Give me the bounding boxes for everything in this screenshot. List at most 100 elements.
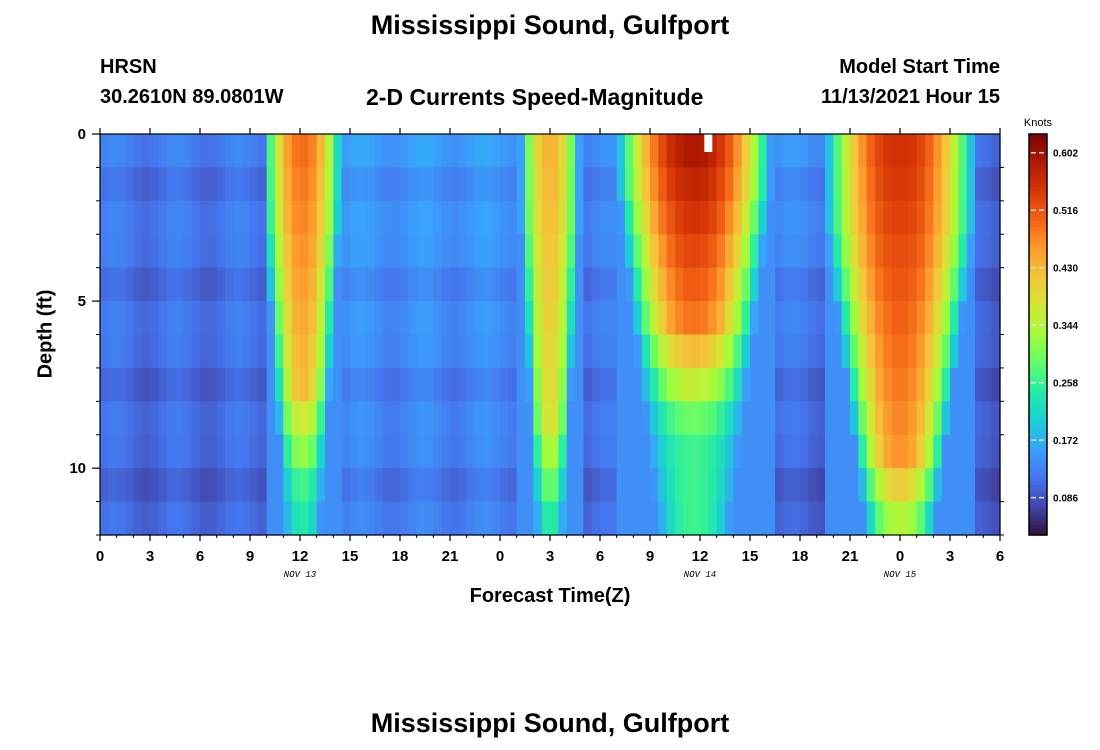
- heatmap-cell: [466, 167, 476, 202]
- heatmap-cell: [183, 234, 193, 269]
- heatmap-cell: [725, 501, 734, 536]
- heatmap-cell: [316, 200, 326, 235]
- heatmap-cell: [508, 134, 518, 169]
- heatmap-cell: [350, 167, 359, 202]
- heatmap-cell: [233, 434, 243, 469]
- heatmap-cell: [875, 501, 884, 536]
- heatmap-cell: [966, 134, 976, 169]
- heatmap-cell: [225, 301, 234, 336]
- heatmap-cell: [833, 200, 843, 235]
- heatmap-cell: [741, 200, 751, 235]
- heatmap-cell: [366, 501, 376, 536]
- heatmap-cell: [591, 367, 601, 402]
- heatmap-cell: [750, 301, 759, 336]
- heatmap-cell: [466, 234, 476, 269]
- heatmap-cell: [475, 401, 484, 436]
- colorbar-segment: [1029, 150, 1047, 155]
- heatmap-cell: [725, 468, 734, 503]
- y-tick-label: 10: [69, 460, 86, 477]
- heatmap-cell: [133, 367, 143, 402]
- heatmap-cell: [733, 401, 743, 436]
- heatmap-cell: [650, 401, 659, 436]
- heatmap-cell: [975, 367, 984, 402]
- heatmap-cell: [941, 167, 951, 202]
- heatmap-cell: [750, 367, 759, 402]
- heatmap-cell: [983, 434, 993, 469]
- colorbar-segment: [1029, 478, 1047, 483]
- heatmap-cell: [508, 501, 518, 536]
- heatmap-cell: [308, 468, 318, 503]
- colorbar-segment: [1029, 434, 1047, 439]
- heatmap-cell: [541, 234, 551, 269]
- heatmap-cell: [533, 434, 543, 469]
- heatmap-cell: [758, 167, 768, 202]
- heatmap-cell: [825, 134, 834, 169]
- heatmap-cell: [708, 134, 718, 169]
- heatmap-cell: [925, 401, 934, 436]
- heatmap-cell: [683, 134, 693, 169]
- heatmap-cell: [400, 434, 409, 469]
- heatmap-cell: [766, 501, 776, 536]
- heatmap-cell: [791, 134, 801, 169]
- heatmap-cell: [108, 468, 118, 503]
- heatmap-cell: [825, 234, 834, 269]
- heatmap-cell: [766, 434, 776, 469]
- heatmap-cell: [341, 501, 351, 536]
- heatmap-cell: [275, 501, 284, 536]
- colorbar: Knots 0.602 0.516 0.430 0.344 0.258 0.172 0.086: [1024, 117, 1078, 536]
- heatmap-cell: [741, 501, 751, 536]
- heatmap-cell: [941, 367, 951, 402]
- colorbar-segment: [1029, 474, 1047, 479]
- colorbar-segment: [1029, 177, 1047, 182]
- heatmap-cell: [233, 334, 243, 369]
- heatmap-cell: [250, 501, 259, 536]
- heatmap-cell: [575, 267, 584, 302]
- heatmap-cell: [150, 334, 159, 369]
- heatmap-cell: [191, 434, 201, 469]
- heatmap-cell: [141, 334, 151, 369]
- heatmap-cell: [333, 167, 343, 202]
- colorbar-segment: [1029, 260, 1047, 265]
- heatmap-cell: [625, 200, 634, 235]
- heatmap-cell: [983, 200, 993, 235]
- heatmap-cell: [291, 134, 301, 169]
- heatmap-cell: [116, 167, 126, 202]
- colorbar-segment: [1029, 408, 1047, 412]
- heatmap-cell: [191, 501, 201, 536]
- heatmap-cell: [708, 367, 718, 402]
- heatmap-cell: [533, 267, 543, 302]
- heatmap-cell: [558, 200, 568, 235]
- heatmap-cell: [650, 468, 659, 503]
- heatmap-cell: [783, 234, 793, 269]
- heatmap-cell: [625, 167, 634, 202]
- heatmap-cell: [700, 200, 709, 235]
- heatmap-cell: [275, 167, 284, 202]
- heatmap-cell: [233, 468, 243, 503]
- heatmap-cell: [433, 401, 443, 436]
- heatmap-cell: [200, 334, 209, 369]
- colorbar-tick-label: 0.430: [1053, 264, 1078, 275]
- heatmap-cell: [300, 367, 309, 402]
- heatmap-cell: [366, 200, 376, 235]
- heatmap-cell: [416, 167, 426, 202]
- heatmap-cell: [600, 401, 609, 436]
- heatmap-cell: [883, 501, 893, 536]
- x-tick-label: 6: [596, 548, 604, 565]
- heatmap-cell: [375, 267, 384, 302]
- heatmap-cell: [933, 434, 943, 469]
- colorbar-segment: [1029, 301, 1047, 306]
- heatmap-cell: [633, 401, 643, 436]
- heatmap-cell: [608, 167, 618, 202]
- colorbar-segment: [1029, 351, 1047, 356]
- heatmap-cell: [766, 367, 776, 402]
- heatmap-cell: [658, 200, 668, 235]
- colorbar-segment: [1029, 404, 1047, 409]
- heatmap-cell: [883, 200, 893, 235]
- heatmap-cell: [775, 167, 784, 202]
- heatmap-cell: [158, 468, 168, 503]
- heatmap-cell: [191, 234, 201, 269]
- heatmap-cell: [341, 200, 351, 235]
- heatmap-cell: [858, 200, 868, 235]
- heatmap-cell: [375, 134, 384, 169]
- heatmap-cell: [950, 401, 959, 436]
